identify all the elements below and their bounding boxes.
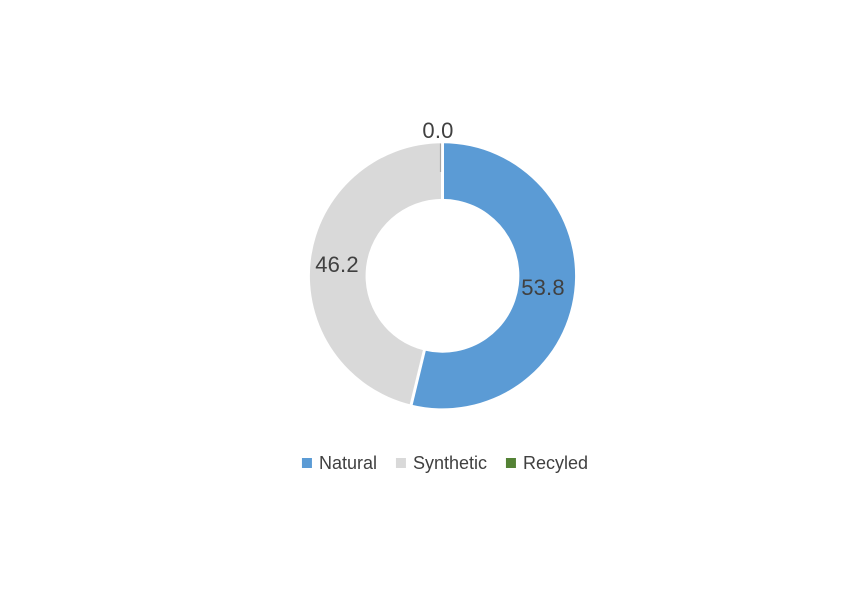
data-label-synthetic: 46.2 — [315, 252, 359, 277]
legend-label-recycled: Recyled — [523, 453, 589, 473]
chart-legend: Natural Synthetic Recyled — [301, 451, 588, 475]
legend-item-natural: Natural — [301, 453, 377, 473]
slice-natural — [411, 143, 576, 409]
legend-label-natural: Natural — [318, 453, 377, 473]
data-label-recycled: 0.0 — [422, 118, 454, 143]
slice-separator — [409, 348, 427, 407]
slice-synthetic — [309, 143, 443, 405]
legend-swatch-recycled-icon — [506, 458, 517, 468]
legend-label-synthetic: Synthetic — [412, 453, 488, 473]
legend-item-recycled: Recyled — [506, 454, 588, 472]
data-label-natural: 53.8 — [521, 275, 565, 300]
legend-swatch-natural-icon — [301, 458, 312, 468]
donut-slices — [309, 143, 576, 409]
slice-separators — [409, 141, 444, 407]
legend-item-synthetic: Synthetic — [395, 453, 488, 473]
legend-swatch-synthetic-icon — [395, 458, 406, 468]
